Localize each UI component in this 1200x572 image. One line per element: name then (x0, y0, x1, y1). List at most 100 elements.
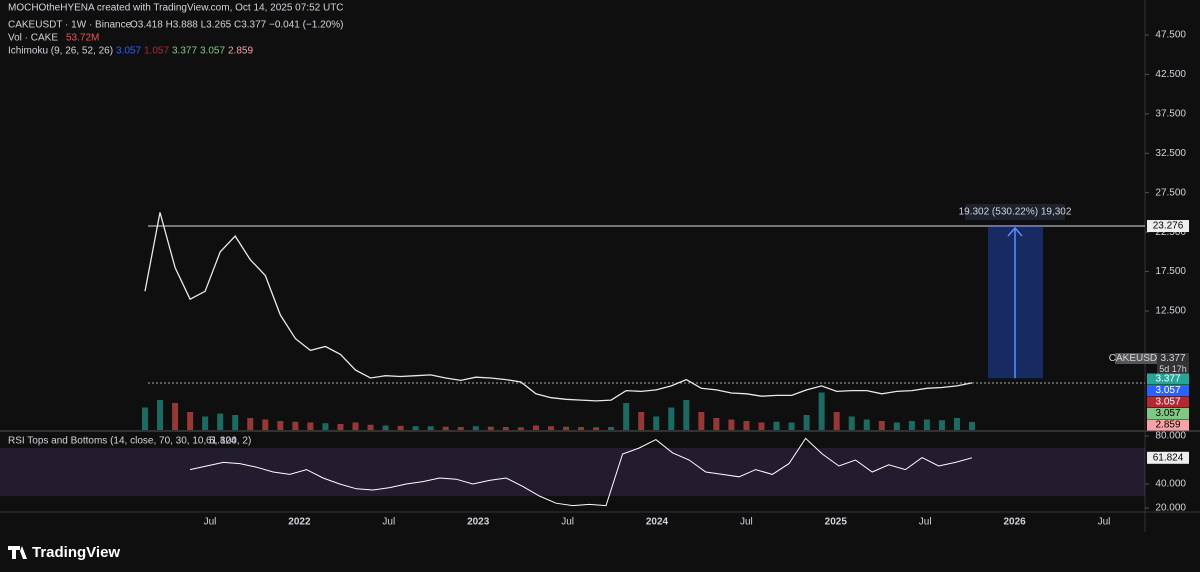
volume-bar (593, 427, 600, 430)
volume-bar (953, 418, 960, 430)
credit: MOCHOtheHYENA created with TradingView.c… (8, 3, 344, 14)
volume-bar (893, 422, 900, 430)
volume-bar (623, 403, 630, 430)
volume-bar (307, 422, 314, 430)
rsi-band (0, 448, 1145, 496)
symbol: CAKEUSDT · 1W · Binance (8, 20, 132, 31)
volume-bar (217, 413, 224, 430)
volume-bar (517, 427, 524, 430)
volume-bar (758, 422, 765, 430)
volume-bar (923, 419, 930, 430)
badge-label: 5d 17h (1159, 364, 1187, 374)
volume-bar (698, 412, 705, 430)
badge (1147, 385, 1189, 396)
volume-bar (848, 416, 855, 430)
volume-bar (202, 416, 209, 430)
volume-bar (713, 418, 720, 430)
rsi-line (189, 437, 973, 507)
badge (1147, 373, 1189, 385)
logo-icon (8, 546, 27, 559)
volume-bar (397, 425, 404, 430)
volume-bar (863, 419, 870, 430)
volume-bar (382, 425, 389, 430)
volume-bar (322, 423, 329, 430)
rsi-last-label: 61.824 (1153, 452, 1184, 463)
volume-bar (532, 425, 539, 430)
volume-bar (367, 424, 374, 430)
volume-bar (878, 421, 885, 430)
y-tick-label: 47.500 (1155, 30, 1186, 41)
volume-bar (788, 422, 795, 430)
volume-bar (337, 424, 344, 430)
y-tick-label: 17.500 (1155, 266, 1186, 277)
volume-bar (442, 426, 449, 430)
x-tick-label: Jul (382, 517, 395, 528)
y-tick-label: 80.000 (1155, 431, 1186, 442)
volume-bar (638, 412, 645, 430)
ichimoku-value: 3.057 (116, 46, 141, 57)
x-tick-label: Jul (561, 517, 574, 528)
ohlc: O3.418 H3.888 L3.265 C3.377 −0.041 (−1.2… (130, 20, 344, 31)
ichimoku-value: 3.057 (200, 46, 225, 57)
badge-label: 3.377 (1155, 374, 1180, 385)
x-tick-label: Jul (740, 517, 753, 528)
volume-bar (472, 426, 479, 430)
volume-bar (457, 427, 464, 430)
volume-bar (187, 412, 194, 430)
ichimoku-value: 3.377 (172, 46, 197, 57)
badge (1147, 396, 1189, 408)
badge-label: 3.057 (1155, 385, 1180, 396)
y-tick-label: 42.500 (1155, 69, 1186, 80)
volume-bar (683, 400, 690, 430)
y-tick-label: 20.000 (1155, 503, 1186, 514)
badge (1115, 353, 1157, 364)
volume-bar (773, 421, 780, 430)
volume-bar (969, 421, 975, 430)
volume-bar (262, 419, 269, 430)
badge-label: 3.377 (1160, 353, 1185, 364)
badge-label: 2.859 (1155, 420, 1180, 431)
volume-bar (668, 407, 675, 430)
volume-bar (142, 407, 148, 430)
x-tick-label: Jul (919, 517, 932, 528)
measure-arrowhead (1007, 226, 1023, 237)
volume-bar (487, 426, 494, 430)
logo-text: TradingView (32, 544, 120, 561)
volume-bar (563, 426, 570, 430)
x-tick-label: 2024 (646, 517, 669, 528)
volume-label: Vol · CAKE (8, 33, 58, 44)
measure-label: 19.302 (530.22%) 19,302 (959, 207, 1072, 218)
volume-bar (608, 427, 615, 430)
badge-label: 3.057 (1155, 397, 1180, 408)
volume-bar (247, 418, 254, 430)
volume-value: 53.72M (66, 33, 99, 44)
x-tick-label: 2026 (1003, 517, 1026, 528)
volume-bar (277, 421, 284, 430)
volume-bar (172, 403, 179, 430)
x-tick-label: Jul (1098, 517, 1111, 528)
volume-bar (502, 427, 509, 430)
y-tick-label: 37.500 (1155, 108, 1186, 119)
volume-bar (232, 415, 239, 430)
badge (1147, 419, 1189, 431)
measure-label-bg (965, 204, 1065, 221)
badge (1147, 451, 1189, 464)
badge (1157, 353, 1189, 375)
ichimoku-value: 1.057 (144, 46, 169, 57)
y-tick-label: 12.500 (1155, 306, 1186, 317)
x-tick-label: 2025 (825, 517, 848, 528)
volume-bar (818, 392, 825, 430)
y-tick-label: 22.500 (1155, 227, 1186, 238)
y-tick-label: 40.000 (1155, 479, 1186, 490)
badge-label: 3.057 (1155, 408, 1180, 419)
ichimoku-value: 2.859 (228, 46, 253, 57)
volume-bar (833, 412, 840, 430)
volume-bar (157, 400, 164, 430)
badge-label: CAKEUSDT (1109, 353, 1163, 364)
volume-bar (908, 421, 915, 430)
volume-bar (578, 427, 585, 430)
volume-bar (412, 426, 419, 430)
y-tick-label: 32.500 (1155, 148, 1186, 159)
badge-label: 23.276 (1153, 221, 1184, 232)
